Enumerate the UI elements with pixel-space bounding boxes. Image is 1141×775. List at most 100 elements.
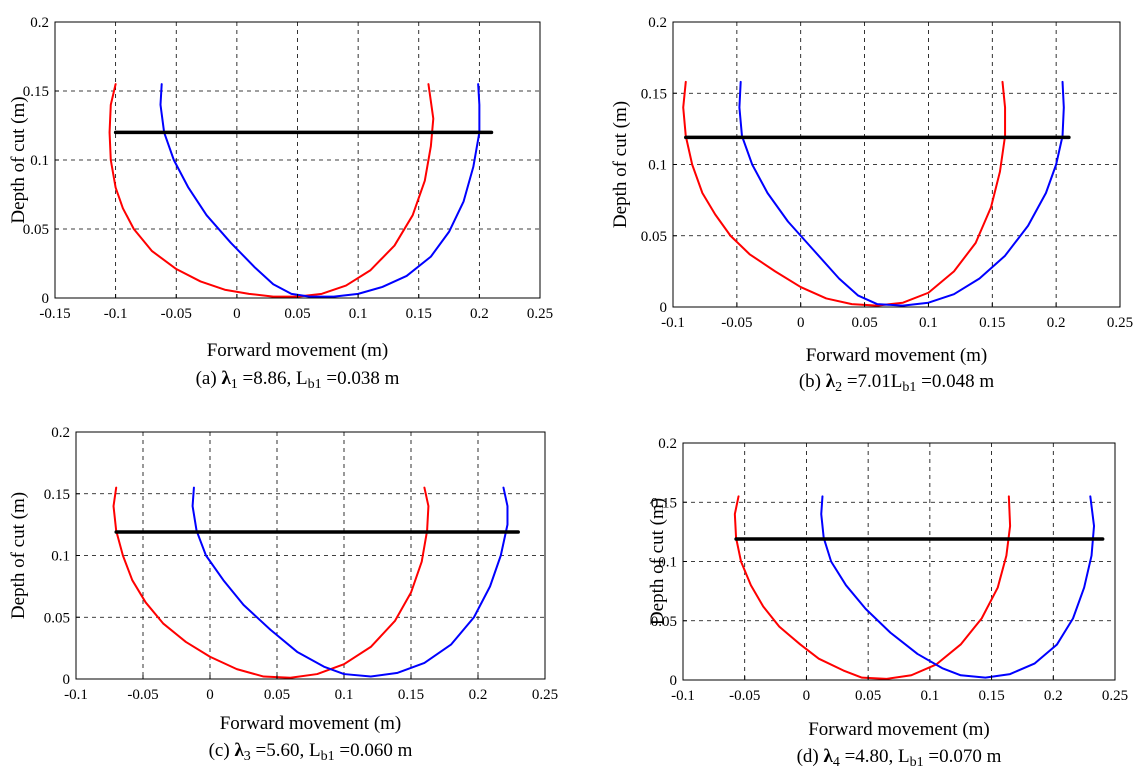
y-tick-label: 0.1 xyxy=(658,555,677,571)
caption-l: L xyxy=(309,740,321,761)
series-line-2 xyxy=(191,486,509,678)
x-tick-label: -0.15 xyxy=(39,306,70,322)
caption-lambda-value: =5.60, xyxy=(251,740,309,761)
subplot-caption: (d) λ4 =4.80, Lb1 =0.070 m xyxy=(797,746,1002,770)
x-tick-label: 0.05 xyxy=(851,315,877,331)
caption-l-sub: b1 xyxy=(902,380,916,395)
caption-l-value: =0.038 m xyxy=(322,368,400,389)
y-axis-label: Depth of cut (m) xyxy=(8,96,29,223)
subplot-caption: (a) λ1 =8.86, Lb1 =0.038 m xyxy=(196,368,400,392)
x-tick-label: 0 xyxy=(233,306,241,322)
caption-l: L xyxy=(898,746,910,767)
y-tick-label: 0.1 xyxy=(30,153,49,169)
y-axis-label: Depth of cut (m) xyxy=(647,498,668,625)
caption-lambda-sub: 3 xyxy=(244,749,251,764)
x-tick-label: 0.05 xyxy=(264,687,290,703)
x-tick-label: 0.15 xyxy=(398,687,424,703)
x-tick-label: 0.15 xyxy=(978,688,1004,704)
y-tick-label: 0 xyxy=(670,673,678,689)
y-axis-label: Depth of cut (m) xyxy=(610,101,631,228)
x-axis-label: Forward movement (m) xyxy=(207,340,389,361)
caption-l: L xyxy=(891,371,903,392)
series-line-1 xyxy=(108,83,435,298)
x-tick-label: 0.05 xyxy=(855,688,881,704)
y-tick-label: 0 xyxy=(42,291,50,307)
x-tick-label: 0.25 xyxy=(527,306,553,322)
caption-lambda-value: =7.01 xyxy=(842,371,891,392)
caption-prefix: (b) xyxy=(799,371,826,392)
caption-prefix: (d) xyxy=(797,746,824,767)
x-axis-label: Forward movement (m) xyxy=(808,719,990,740)
y-tick-label: 0 xyxy=(63,672,71,688)
x-tick-label: -0.1 xyxy=(104,306,128,322)
x-tick-label: 0.1 xyxy=(335,687,354,703)
caption-l-sub: b1 xyxy=(308,377,322,392)
x-tick-label: 0.25 xyxy=(1107,315,1133,331)
x-tick-label: 0.2 xyxy=(470,306,489,322)
y-tick-label: 0.1 xyxy=(648,158,667,174)
subplot-2: -0.1 -0.05 0 0.05 0.1 0.15 0.2 0.25 0 0.05 0.1 0.15… xyxy=(610,15,1133,395)
caption-l-value: =0.070 m xyxy=(924,746,1002,767)
x-tick-label: 0.25 xyxy=(532,687,558,703)
y-tick-label: 0.15 xyxy=(651,495,677,511)
x-tick-label: 0 xyxy=(803,688,811,704)
y-tick-label: 0.2 xyxy=(51,425,70,441)
caption-lambda: λ xyxy=(826,371,836,392)
caption-lambda-sub: 4 xyxy=(833,755,840,770)
caption-prefix: (a) xyxy=(196,368,222,389)
x-tick-label: 0 xyxy=(797,315,805,331)
caption-lambda: λ xyxy=(234,740,244,761)
x-tick-label: 0 xyxy=(206,687,214,703)
x-axis-label: Forward movement (m) xyxy=(806,345,988,366)
x-tick-label: 0.15 xyxy=(979,315,1005,331)
x-tick-label: -0.05 xyxy=(729,688,760,704)
x-tick-label: -0.1 xyxy=(661,315,685,331)
series-line-2 xyxy=(159,83,481,298)
x-tick-label: 0.25 xyxy=(1102,688,1128,704)
caption-l-value: =0.048 m xyxy=(916,371,994,392)
caption-l-sub: b1 xyxy=(321,749,335,764)
x-tick-label: 0.1 xyxy=(919,315,938,331)
y-tick-label: 0.2 xyxy=(658,436,677,452)
caption-prefix: (c) xyxy=(209,740,235,761)
x-tick-label: 0.1 xyxy=(349,306,368,322)
subplot-4: -0.1 -0.05 0 0.05 0.1 0.15 0.2 0.25 0 0.05 0.1 0.15… xyxy=(647,436,1128,770)
x-tick-label: -0.05 xyxy=(127,687,158,703)
x-tick-label: 0.15 xyxy=(406,306,432,322)
x-tick-label: -0.1 xyxy=(671,688,695,704)
y-tick-label: 0.05 xyxy=(23,222,49,238)
caption-l: L xyxy=(296,368,308,389)
series-line-2 xyxy=(820,495,1096,679)
caption-lambda-value: =8.86, xyxy=(238,368,296,389)
caption-lambda-sub: 1 xyxy=(231,377,238,392)
y-tick-label: 0.2 xyxy=(648,15,667,31)
series-line-1 xyxy=(682,80,1007,307)
subplot-1: -0.15 -0.1 -0.05 0 0.05 0.1 0.15 0.2 0.25 0 0.05 0.… xyxy=(8,15,553,392)
caption-lambda-value: =4.80, xyxy=(840,746,898,767)
subplot-caption: (b) λ2 =7.01Lb1 =0.048 m xyxy=(799,371,995,395)
y-tick-label: 0.2 xyxy=(30,15,49,31)
x-tick-label: -0.05 xyxy=(161,306,192,322)
y-tick-label: 0.05 xyxy=(44,610,70,626)
y-tick-label: 0.05 xyxy=(641,229,667,245)
caption-l-sub: b1 xyxy=(910,755,924,770)
series-line-1 xyxy=(733,495,1012,680)
caption-lambda-sub: 2 xyxy=(835,380,842,395)
x-tick-label: 0.2 xyxy=(1047,315,1066,331)
x-tick-label: -0.1 xyxy=(64,687,88,703)
series-line-1 xyxy=(112,486,430,679)
x-tick-label: 0.05 xyxy=(284,306,310,322)
caption-lambda: λ xyxy=(823,746,833,767)
subplot-3: -0.1 -0.05 0 0.05 0.1 0.15 0.2 0.25 0 0.05 0.1 0.15… xyxy=(8,425,558,764)
y-tick-label: 0.15 xyxy=(44,487,70,503)
y-tick-label: 0 xyxy=(660,300,668,316)
series-line-2 xyxy=(738,80,1065,307)
y-tick-label: 0.15 xyxy=(23,84,49,100)
y-tick-label: 0.05 xyxy=(651,614,677,630)
x-axis-label: Forward movement (m) xyxy=(220,713,402,734)
x-tick-label: 0.2 xyxy=(469,687,488,703)
subplot-caption: (c) λ3 =5.60, Lb1 =0.060 m xyxy=(209,740,413,764)
caption-l-value: =0.060 m xyxy=(335,740,413,761)
y-axis-label: Depth of cut (m) xyxy=(8,492,29,619)
